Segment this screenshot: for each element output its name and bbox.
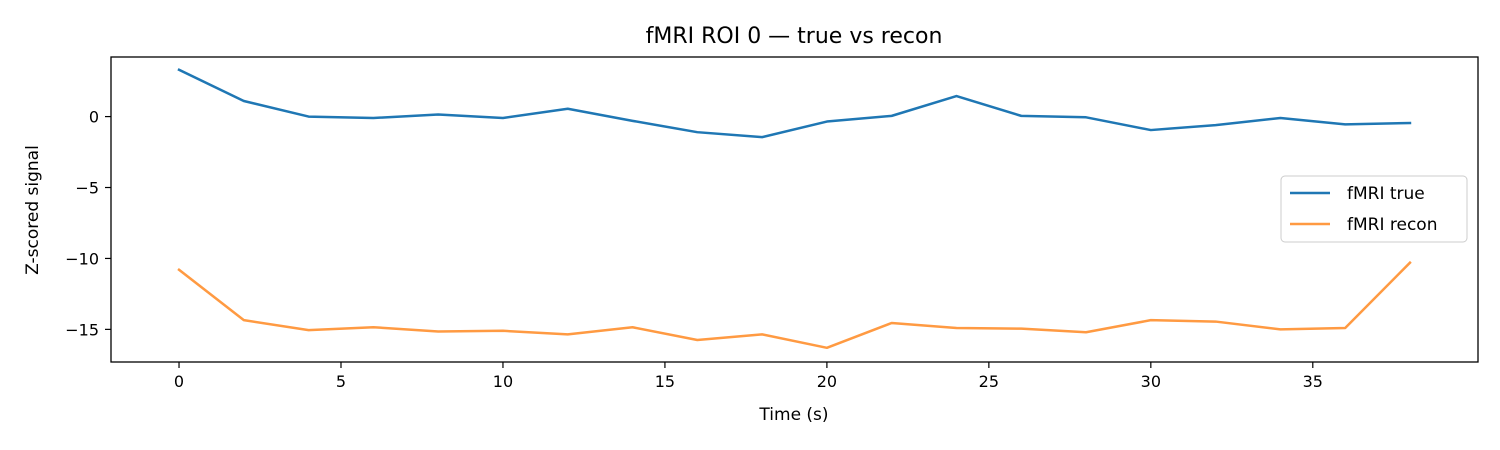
series-layer [177, 68, 1412, 350]
legend-label-recon: fMRI recon [1347, 215, 1437, 235]
x-axis: 0 5 10 15 20 25 30 35 [174, 362, 1323, 391]
y-tick-label: −10 [65, 249, 99, 268]
legend: fMRI true fMRI recon [1280, 175, 1468, 243]
y-axis-label: Z-scored signal [23, 145, 43, 275]
y-tick-label: −5 [75, 179, 99, 198]
x-tick-label: 10 [493, 372, 513, 391]
x-tick-label: 35 [1303, 372, 1323, 391]
y-tick-label: −15 [65, 320, 99, 339]
x-axis-label: Time (s) [758, 405, 828, 425]
legend-label-true: fMRI true [1347, 184, 1425, 204]
x-tick-label: 30 [1141, 372, 1161, 391]
series-line-1 [177, 260, 1412, 350]
x-tick-label: 15 [655, 372, 675, 391]
y-tick-label: 0 [89, 108, 99, 127]
x-tick-label: 25 [979, 372, 999, 391]
y-axis: 0 −5 −10 −15 [65, 108, 111, 339]
x-tick-label: 5 [336, 372, 346, 391]
x-tick-label: 0 [174, 372, 184, 391]
x-tick-label: 20 [817, 372, 837, 391]
series-line-0 [177, 68, 1412, 139]
plot-frame [110, 56, 1479, 363]
chart-title: fMRI ROI 0 — true vs recon [646, 24, 943, 49]
